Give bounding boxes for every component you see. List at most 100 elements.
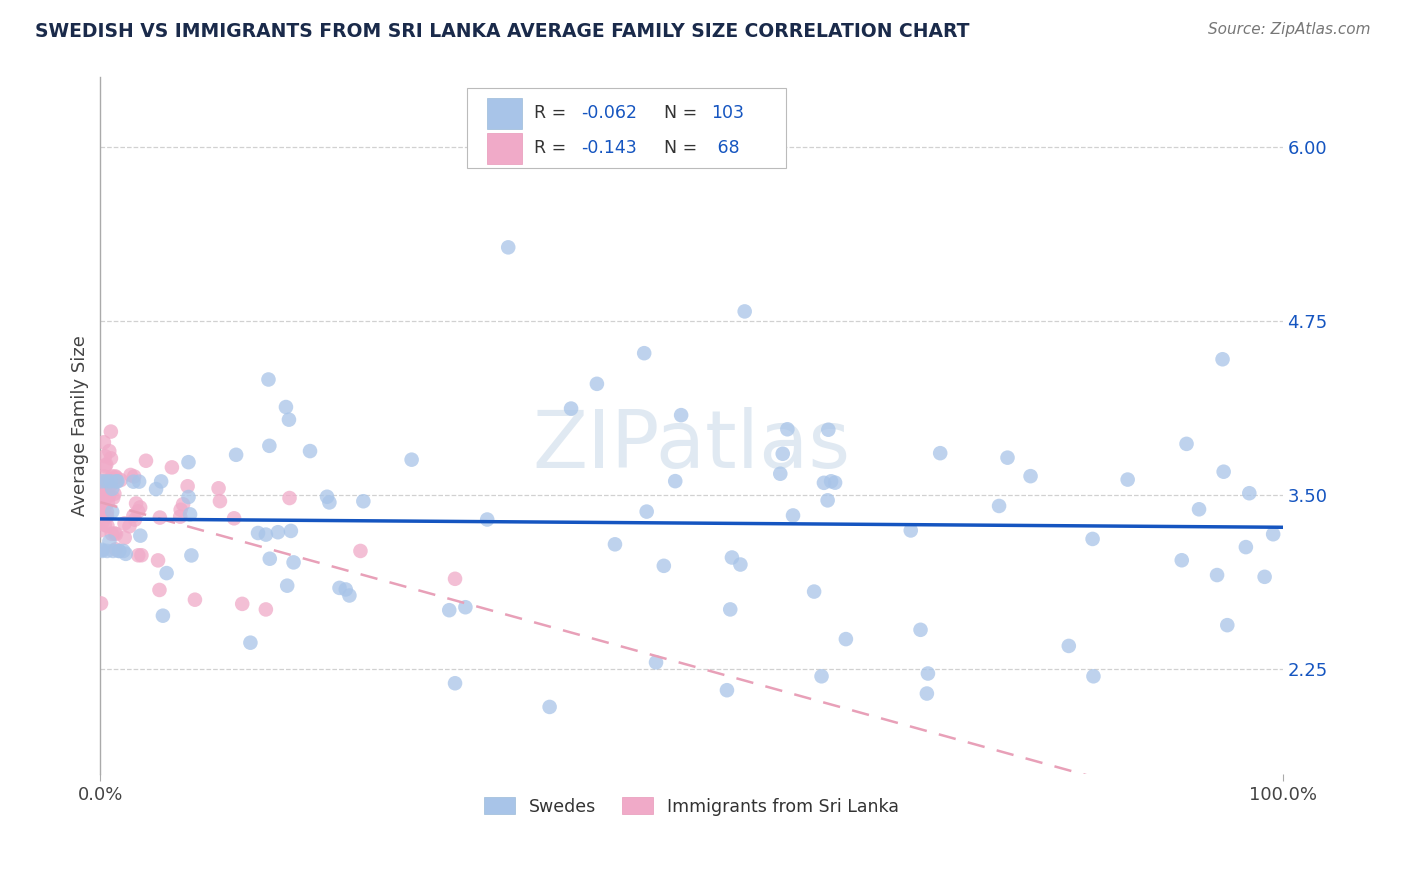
Point — [538, 700, 561, 714]
Point — [718, 602, 741, 616]
Point — [94, 449, 117, 463]
Point — [150, 475, 173, 489]
Point — [254, 602, 277, 616]
Point — [239, 635, 262, 649]
Point — [104, 542, 127, 557]
Point — [93, 491, 115, 505]
Point — [103, 491, 125, 505]
Point — [169, 509, 191, 524]
Point — [100, 478, 122, 492]
Point — [1057, 639, 1080, 653]
Bar — [486, 97, 523, 129]
Point — [444, 572, 467, 586]
Point — [817, 423, 839, 437]
Point — [114, 531, 136, 545]
Point — [207, 481, 229, 495]
Text: R =: R = — [534, 139, 572, 157]
Point — [91, 544, 114, 558]
Legend: Swedes, Immigrants from Sri Lanka: Swedes, Immigrants from Sri Lanka — [475, 789, 908, 824]
Point — [225, 448, 247, 462]
Point — [122, 469, 145, 483]
Point — [257, 372, 280, 386]
Point — [172, 497, 194, 511]
Point — [734, 304, 756, 318]
Point — [1239, 486, 1261, 500]
Point — [135, 454, 157, 468]
Point — [997, 450, 1019, 465]
Point — [96, 505, 118, 519]
Point — [114, 547, 136, 561]
Point — [439, 603, 461, 617]
Point — [107, 544, 129, 558]
Point — [104, 469, 127, 483]
Point — [1083, 669, 1105, 683]
Point — [664, 474, 686, 488]
Text: Source: ZipAtlas.com: Source: ZipAtlas.com — [1208, 22, 1371, 37]
Point — [721, 550, 744, 565]
Point — [127, 549, 149, 563]
Point — [127, 504, 149, 518]
Point — [101, 527, 124, 541]
Point — [155, 566, 177, 580]
Point — [278, 491, 301, 505]
Text: N =: N = — [664, 139, 703, 157]
Point — [93, 517, 115, 532]
Point — [813, 475, 835, 490]
Point — [1234, 540, 1257, 554]
Point — [259, 439, 281, 453]
Point — [636, 505, 658, 519]
Point — [782, 508, 804, 523]
Point — [318, 495, 340, 509]
Point — [1175, 437, 1198, 451]
Point — [96, 509, 118, 524]
Point — [96, 544, 118, 558]
Point — [208, 494, 231, 508]
Point — [316, 490, 339, 504]
Point — [114, 516, 136, 531]
Point — [349, 544, 371, 558]
Point — [772, 447, 794, 461]
Point — [298, 444, 321, 458]
Point — [93, 504, 115, 518]
Point — [177, 490, 200, 504]
Point — [100, 472, 122, 486]
Point — [247, 526, 270, 541]
Point — [184, 592, 207, 607]
Point — [335, 582, 357, 597]
Point — [129, 500, 152, 515]
Point — [101, 544, 124, 558]
Point — [1019, 469, 1042, 483]
Point — [169, 502, 191, 516]
Point — [105, 470, 128, 484]
Point — [276, 579, 298, 593]
Point — [118, 519, 141, 533]
Point — [90, 596, 112, 610]
Point — [90, 506, 112, 520]
Point — [105, 475, 128, 489]
Point — [101, 505, 124, 519]
Point — [1253, 570, 1275, 584]
Point — [401, 452, 423, 467]
Point — [91, 516, 114, 530]
Text: ZIPatlas: ZIPatlas — [533, 408, 851, 485]
Point — [824, 475, 846, 490]
Point — [90, 542, 112, 557]
Point — [112, 544, 135, 558]
Point — [274, 400, 297, 414]
Point — [328, 581, 350, 595]
Point — [101, 482, 124, 496]
Point — [776, 422, 799, 436]
Point — [122, 475, 145, 489]
Point — [929, 446, 952, 460]
Point — [90, 498, 112, 512]
Point — [124, 513, 146, 527]
Point — [1081, 532, 1104, 546]
Point — [633, 346, 655, 360]
Point — [267, 525, 290, 540]
Point — [1206, 568, 1229, 582]
Point — [915, 687, 938, 701]
Bar — [486, 133, 523, 164]
Y-axis label: Average Family Size: Average Family Size — [72, 335, 89, 516]
Point — [122, 508, 145, 523]
Text: -0.143: -0.143 — [582, 139, 637, 157]
